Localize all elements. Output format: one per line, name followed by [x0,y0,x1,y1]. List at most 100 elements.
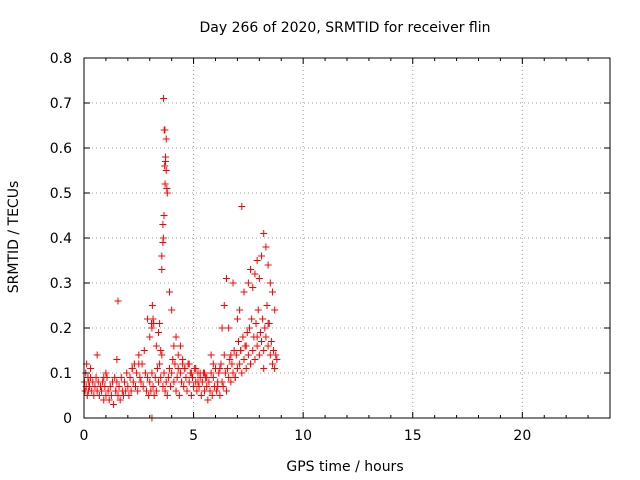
data-point [244,279,252,287]
y-tick-labels: 0 0.1 0.2 0.3 0.4 0.5 0.6 0.7 0.8 [50,51,72,427]
data-point [229,369,237,377]
data-point [225,374,233,381]
data-point [218,324,226,332]
data-point [155,378,163,386]
data-point [183,387,191,395]
y-tick-label: 0 [63,411,72,427]
data-point [155,329,163,336]
data-point [92,374,100,381]
data-point [121,378,129,386]
data-point [271,365,279,372]
data-point [95,392,103,399]
data-point [153,365,161,372]
data-point [221,369,229,377]
data-point [227,351,235,359]
data-point [160,212,168,219]
data-point [227,378,235,386]
data-point [163,185,171,192]
data-point [203,383,211,390]
data-point [233,365,241,372]
data-point [262,333,270,341]
data-point [259,315,267,323]
data-point [237,347,245,354]
data-point [93,351,101,359]
data-point [260,347,268,354]
data-point [201,369,209,377]
data-point [149,383,157,390]
data-point [215,369,223,377]
data-point [115,383,123,390]
data-point [132,383,140,390]
data-point [83,392,91,399]
data-point [87,365,95,372]
y-tick-label: 0.4 [50,231,72,247]
data-point [117,374,125,381]
chart-title: Day 266 of 2020, SRMTID for receiver fli… [200,20,491,36]
data-point [160,95,168,102]
data-point [161,126,169,134]
data-point [150,320,158,327]
data-point [149,315,157,323]
data-point [135,360,143,368]
data-point [240,356,248,363]
data-point [129,378,137,386]
data-point [263,302,271,309]
data-point [262,243,270,251]
data-point [157,374,165,381]
data-point [249,347,257,354]
data-point [236,360,244,368]
data-point [160,369,168,377]
data-point [264,261,272,269]
data-point [161,162,169,170]
data-point [216,392,224,399]
data-point [156,320,164,327]
data-point [164,374,172,381]
data-point [158,252,166,260]
data-point [107,392,115,399]
data-point [251,356,259,363]
data-points [80,95,281,422]
y-tick-label: 0.7 [50,96,72,112]
data-point [260,230,268,237]
data-point [187,392,195,399]
data-point [106,383,114,390]
data-point [240,288,248,296]
y-tick-label: 0.3 [50,276,72,292]
data-point [207,351,215,359]
data-point [162,135,170,143]
data-point [247,360,255,368]
data-point [158,351,166,359]
x-axis-title: GPS time / hours [286,459,403,475]
data-point [258,338,266,345]
data-point [144,374,152,381]
data-point [173,374,181,381]
data-point [171,360,179,368]
data-point [104,387,112,395]
data-point [165,365,173,372]
data-point [170,378,178,386]
data-point [100,374,108,381]
data-point [162,153,170,161]
data-point [176,342,184,350]
data-point [116,396,124,404]
data-point [220,351,228,359]
data-point [226,356,234,363]
data-point [102,369,110,377]
data-point [242,342,250,350]
y-tick-label: 0.2 [50,321,72,337]
data-point [236,306,244,314]
data-point [268,360,276,368]
data-point [247,266,255,273]
data-point [165,288,173,296]
y-axis-title: SRMTID / TECUs [6,181,22,294]
data-point [255,351,263,359]
data-point [123,369,131,377]
data-point [172,333,180,341]
data-point [260,365,268,372]
data-point [230,347,238,354]
data-point [185,378,193,386]
data-point [135,351,143,359]
data-point [213,387,221,395]
y-tick-label: 0.1 [50,366,72,382]
data-point [253,333,261,341]
